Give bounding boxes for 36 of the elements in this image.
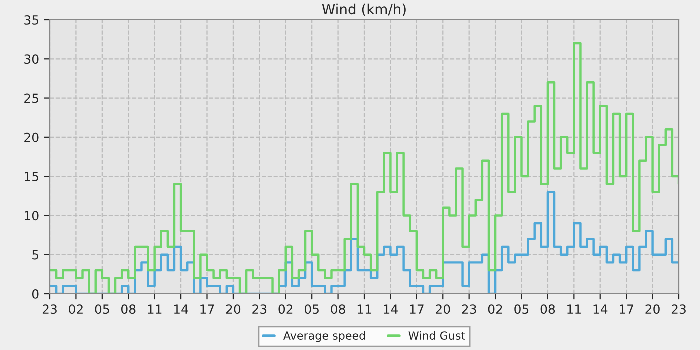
x-tick-label: 02 [488,304,502,314]
x-tick-label: 08 [540,304,556,314]
y-tick-label: 15 [25,172,38,182]
x-tick-label: 02 [278,304,293,314]
x-tick-label: 14 [384,304,398,314]
x-tick-label: 14 [594,304,608,314]
x-tick-label: 20 [226,304,241,314]
x-tick-label: 08 [331,304,346,314]
x-tick-label: 17 [200,304,214,314]
x-tick-label: 20 [436,304,450,314]
x-tick-label: 05 [304,304,319,314]
x-tick-label: 14 [174,304,188,314]
x-tick-label: 11 [148,304,162,314]
y-tick-label: 0 [32,289,39,299]
x-tick-label: 20 [646,304,660,314]
x-tick-label: 05 [95,304,110,314]
y-tick-label: 25 [24,94,38,104]
y-tick-label: 35 [24,15,38,25]
x-tick-label: 08 [121,304,136,314]
legend-label: Wind Gust [408,331,466,340]
x-tick-label: 05 [514,304,529,314]
x-tick-label: 11 [358,304,372,314]
y-tick-label: 10 [25,211,39,221]
x-tick-label: 11 [568,304,581,314]
y-tick-label: 30 [24,54,39,64]
x-tick-label: 17 [410,304,424,314]
x-tick-label: 23 [462,304,476,314]
x-tick-label: 17 [620,304,634,314]
x-tick-label: 23 [672,304,686,314]
x-tick-label: 23 [42,304,57,314]
y-tick-label: 20 [24,132,39,142]
legend-label: Average speed [283,331,366,342]
y-tick-label: 5 [32,250,38,260]
x-tick-label: 02 [69,304,83,314]
x-tick-label: 23 [252,304,267,314]
chart-title: Wind (km/h) [322,4,406,16]
